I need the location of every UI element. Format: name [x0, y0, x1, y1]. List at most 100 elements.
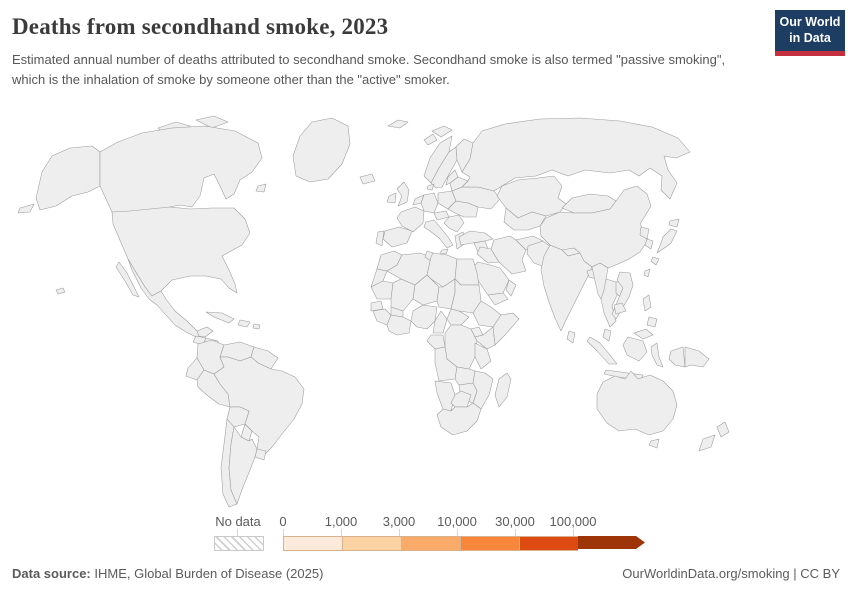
- country-iraq[interactable]: [476, 246, 500, 264]
- country-india[interactable]: [540, 244, 593, 332]
- country-taiwan[interactable]: [643, 268, 651, 278]
- legend-tick: [283, 529, 284, 536]
- country-new-zealand-north[interactable]: [716, 421, 730, 438]
- country-denmark[interactable]: [426, 183, 435, 191]
- country-mexico-yucatan[interactable]: [196, 326, 214, 338]
- country-iceland[interactable]: [359, 173, 376, 185]
- country-mexico-baja[interactable]: [115, 261, 140, 298]
- country-philippines-luzon[interactable]: [642, 294, 652, 312]
- country-newfoundland[interactable]: [255, 183, 267, 193]
- country-ireland[interactable]: [386, 192, 397, 204]
- legend-bin-label: 100,000: [549, 514, 597, 529]
- country-zambia[interactable]: [454, 366, 476, 386]
- country-cameroon[interactable]: [432, 310, 448, 334]
- country-russia[interactable]: [461, 117, 691, 200]
- country-cambodia[interactable]: [613, 302, 627, 315]
- country-ivory-coast-ghana[interactable]: [386, 314, 412, 336]
- country-czechia-austria[interactable]: [433, 210, 450, 221]
- data-source-label: Data source:: [12, 566, 91, 581]
- country-puerto-rico[interactable]: [252, 323, 261, 330]
- country-indonesia-sumatra[interactable]: [586, 336, 618, 365]
- country-burkina-faso[interactable]: [390, 306, 404, 318]
- legend-bin-label: 10,000: [437, 514, 477, 529]
- country-new-zealand-south[interactable]: [698, 434, 716, 452]
- world-choropleth-map: [17, 115, 730, 508]
- country-japan-honshu[interactable]: [656, 228, 678, 254]
- country-svalbard[interactable]: [387, 119, 409, 129]
- country-alaska-tail[interactable]: [17, 203, 35, 214]
- legend-bin-label: 1,000: [324, 514, 358, 529]
- country-italy[interactable]: [423, 219, 454, 249]
- country-north-korea[interactable]: [639, 226, 650, 240]
- country-hispaniola[interactable]: [237, 319, 251, 328]
- country-cuba[interactable]: [205, 311, 235, 324]
- country-egypt[interactable]: [454, 258, 480, 286]
- country-france[interactable]: [396, 206, 425, 233]
- country-sri-lanka[interactable]: [566, 330, 576, 344]
- country-indonesia-papua[interactable]: [668, 346, 686, 368]
- country-baltics[interactable]: [445, 169, 459, 186]
- page-title: Deaths from secondhand smoke, 2023: [12, 14, 389, 39]
- country-turkey[interactable]: [458, 230, 494, 246]
- country-russia-novaya-zemlya[interactable]: [423, 133, 438, 146]
- country-senegal[interactable]: [370, 300, 384, 312]
- legend-bin-cell[interactable]: [401, 536, 460, 551]
- country-japan-kyushu[interactable]: [650, 256, 660, 266]
- country-portugal[interactable]: [375, 230, 385, 247]
- legend-bin-cell[interactable]: [578, 536, 645, 549]
- country-indonesia-sulawesi[interactable]: [650, 342, 664, 368]
- country-united-states[interactable]: [111, 206, 251, 297]
- country-australia[interactable]: [596, 370, 678, 436]
- legend-tick: [399, 529, 400, 536]
- legend-tick: [457, 529, 458, 536]
- country-oman[interactable]: [505, 279, 517, 297]
- country-spain[interactable]: [382, 226, 413, 248]
- legend-bin-cell[interactable]: [342, 536, 401, 551]
- legend-no-data-tick: [237, 529, 238, 536]
- country-papua-new-guinea[interactable]: [684, 346, 710, 368]
- country-greenland[interactable]: [292, 117, 351, 183]
- country-united-kingdom[interactable]: [396, 181, 410, 207]
- country-canada[interactable]: [99, 125, 263, 213]
- legend-bin-cell[interactable]: [283, 536, 342, 551]
- country-tanzania[interactable]: [474, 342, 492, 370]
- map-legend: No data 0 1,000 3,000 10,000 30,000 100,000: [0, 512, 850, 556]
- legend-no-data-label: No data: [215, 514, 261, 529]
- country-tasmania[interactable]: [648, 438, 660, 449]
- license-link[interactable]: OurWorldinData.org/smoking | CC BY: [622, 566, 840, 581]
- country-mali[interactable]: [390, 278, 416, 312]
- owid-logo-accent-bar: [775, 51, 845, 57]
- country-alaska[interactable]: [35, 145, 101, 211]
- owid-logo-line1: Our World: [779, 15, 841, 29]
- data-source-note: Data source: IHME, Global Burden of Dise…: [12, 566, 323, 581]
- legend-bin-label: 0: [279, 514, 287, 529]
- owid-logo[interactable]: Our World in Data: [775, 10, 845, 57]
- legend-bin-label: 3,000: [382, 514, 416, 529]
- legend-tick: [341, 529, 342, 536]
- country-argentina[interactable]: [228, 426, 258, 505]
- country-madagascar[interactable]: [494, 372, 512, 408]
- country-south-korea[interactable]: [644, 238, 654, 250]
- country-philippines-mindanao[interactable]: [646, 316, 658, 328]
- country-nigeria[interactable]: [410, 304, 438, 330]
- legend-no-data-swatch[interactable]: [214, 536, 264, 551]
- legend-bin-cell[interactable]: [460, 536, 519, 551]
- country-canada-arctic[interactable]: [195, 115, 229, 129]
- country-yemen[interactable]: [487, 292, 509, 306]
- country-japan-hokkaido[interactable]: [668, 218, 680, 228]
- country-malaysia-peninsula[interactable]: [602, 328, 612, 342]
- country-indonesia-kalimantan[interactable]: [622, 336, 648, 362]
- legend-bin-cell[interactable]: [519, 536, 578, 551]
- owid-logo-line2: in Data: [789, 30, 831, 45]
- owid-logo-box: Our World in Data: [775, 10, 845, 52]
- legend-bar: [283, 536, 645, 551]
- country-malaysia-borneo[interactable]: [633, 328, 654, 340]
- country-namibia[interactable]: [434, 380, 456, 412]
- country-germany[interactable]: [420, 192, 439, 214]
- country-gabon-congo[interactable]: [426, 334, 446, 350]
- country-russia-novaya-zemlya[interactable]: [431, 125, 453, 138]
- country-hawaii[interactable]: [55, 287, 66, 295]
- country-south-africa[interactable]: [436, 402, 482, 436]
- country-iran[interactable]: [490, 235, 527, 275]
- country-italy-sicily[interactable]: [439, 248, 449, 255]
